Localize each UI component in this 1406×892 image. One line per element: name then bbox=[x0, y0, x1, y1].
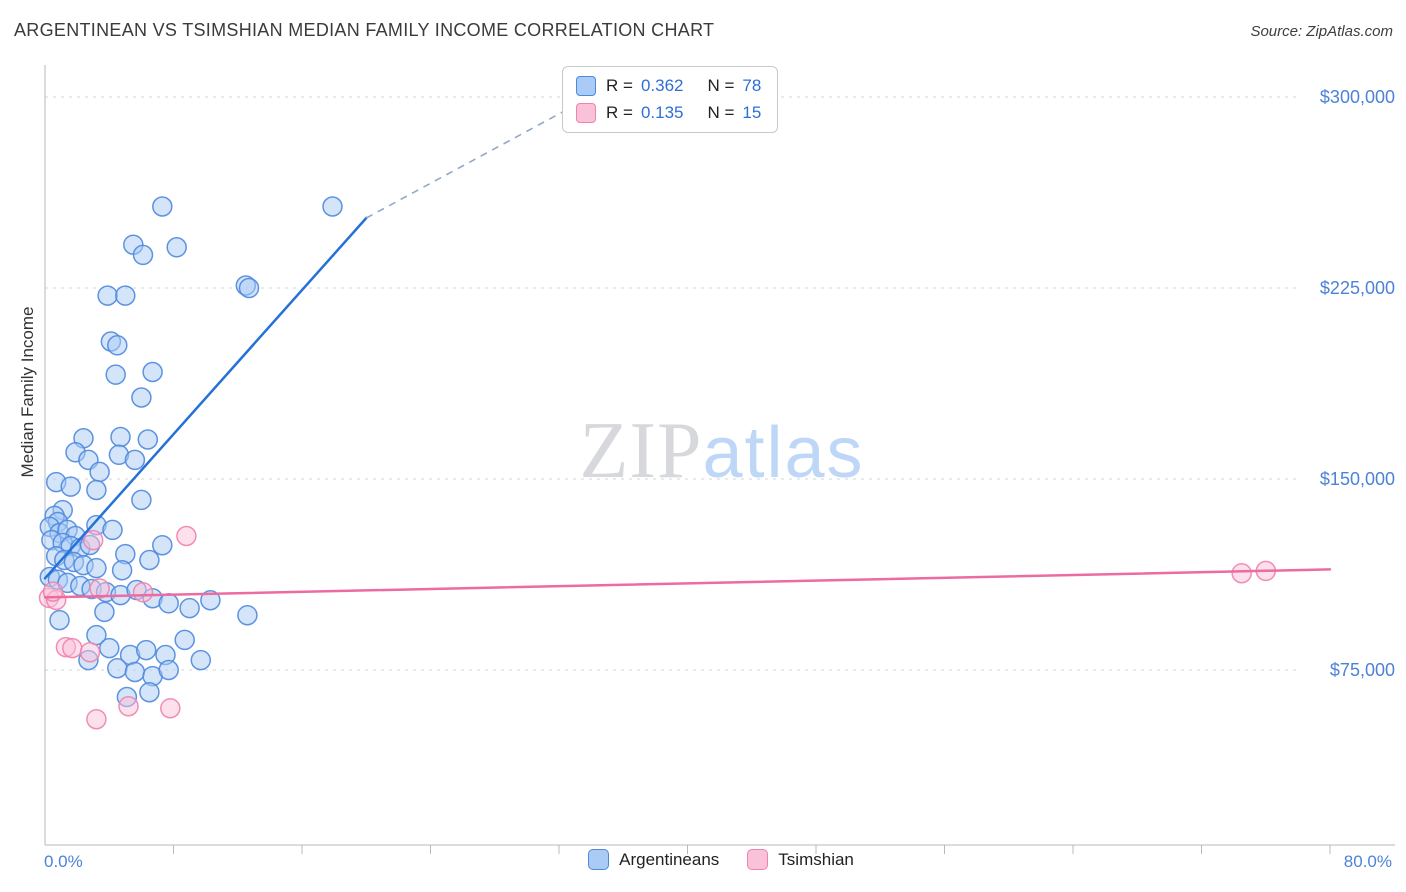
legend-label-tsimshian: Tsimshian bbox=[778, 849, 854, 869]
tsimshian-swatch bbox=[576, 103, 596, 123]
data-point-argentineans bbox=[152, 196, 173, 217]
y-tick-label-75k: $75,000 bbox=[1329, 660, 1395, 680]
r-label: R = bbox=[606, 76, 633, 95]
bottom-swatch-argentineans bbox=[588, 849, 610, 870]
legend-item-tsimshian: Tsimshian bbox=[747, 849, 854, 870]
n-label: N = bbox=[707, 103, 735, 122]
data-point-argentineans bbox=[60, 476, 81, 497]
trend-line-tsimshian bbox=[43, 568, 1332, 599]
trend-line-argentineans bbox=[43, 216, 368, 580]
data-point-argentineans bbox=[124, 661, 146, 683]
data-point-argentineans bbox=[49, 609, 70, 631]
data-point-argentineans bbox=[174, 629, 195, 651]
data-point-argentineans bbox=[139, 549, 160, 571]
data-point-argentineans bbox=[131, 489, 152, 511]
argentinean-swatch bbox=[576, 76, 596, 96]
data-point-tsimshian bbox=[86, 708, 107, 730]
data-point-argentineans bbox=[135, 639, 157, 661]
data-point-argentineans bbox=[107, 335, 128, 356]
data-point-tsimshian bbox=[89, 578, 110, 599]
page-title: ARGENTINEAN VS TSIMSHIAN MEDIAN FAMILY I… bbox=[14, 20, 715, 40]
data-point-argentineans bbox=[166, 237, 187, 258]
trend-extension-dashed bbox=[365, 97, 589, 219]
data-point-argentineans bbox=[94, 601, 115, 623]
data-point-argentineans bbox=[107, 657, 128, 679]
y-axis-title: Median Family Income bbox=[18, 306, 37, 478]
data-point-argentineans bbox=[132, 244, 154, 266]
data-point-tsimshian bbox=[82, 529, 104, 551]
legend-item-argentineans: Argentineans bbox=[588, 849, 719, 870]
legend-row-tsimshian: R = 0.135 N = 15 bbox=[576, 103, 761, 123]
data-point-argentineans bbox=[115, 285, 136, 306]
data-point-tsimshian bbox=[176, 525, 197, 547]
data-point-argentineans bbox=[86, 479, 107, 501]
bottom-swatch-tsimshian bbox=[747, 849, 769, 870]
data-point-argentineans bbox=[124, 449, 146, 471]
n-value: 78 bbox=[742, 76, 762, 95]
data-point-tsimshian bbox=[1231, 562, 1252, 584]
data-point-argentineans bbox=[111, 559, 133, 581]
data-point-argentineans bbox=[142, 361, 163, 383]
data-point-argentineans bbox=[190, 649, 212, 671]
y-tick-label-225k: $225,000 bbox=[1319, 278, 1395, 298]
data-point-argentineans bbox=[237, 604, 258, 626]
legend-row-argentineans: R = 0.362 N = 78 bbox=[576, 76, 761, 96]
data-point-argentineans bbox=[322, 196, 343, 217]
data-point-tsimshian bbox=[160, 697, 181, 719]
data-point-argentineans bbox=[158, 659, 179, 681]
legend-label-argentineans: Argentineans bbox=[619, 849, 720, 869]
data-point-tsimshian bbox=[79, 641, 101, 663]
data-point-argentineans bbox=[137, 429, 159, 450]
x-axis-min-label: 0.0% bbox=[44, 852, 83, 871]
source-credit: Source: ZipAtlas.com bbox=[1250, 23, 1393, 40]
correlation-legend: R = 0.362 N = 78 R = 0.135 N = 15 bbox=[562, 66, 779, 133]
data-point-argentineans bbox=[102, 519, 123, 541]
data-point-tsimshian bbox=[118, 695, 139, 717]
data-point-argentineans bbox=[131, 387, 152, 408]
n-value: 15 bbox=[742, 103, 762, 122]
data-point-tsimshian bbox=[62, 637, 83, 659]
data-point-argentineans bbox=[238, 277, 260, 299]
data-point-argentineans bbox=[200, 589, 221, 611]
series-legend: Argentineans Tsimshian bbox=[0, 849, 1406, 870]
r-label: R = bbox=[606, 103, 633, 122]
data-point-argentineans bbox=[89, 461, 110, 483]
y-tick-label-150k: $150,000 bbox=[1319, 469, 1395, 489]
data-point-argentineans bbox=[97, 285, 118, 306]
r-value: 0.362 bbox=[640, 76, 684, 95]
data-point-argentineans bbox=[86, 557, 107, 579]
data-point-argentineans bbox=[105, 364, 126, 385]
data-point-argentineans bbox=[179, 597, 200, 619]
data-point-tsimshian bbox=[132, 582, 154, 603]
data-point-argentineans bbox=[158, 593, 179, 614]
y-tick-label-300k: $300,000 bbox=[1319, 87, 1395, 107]
x-axis-max-label: 80.0% bbox=[1343, 852, 1392, 871]
data-point-argentineans bbox=[152, 534, 173, 556]
data-point-argentineans bbox=[110, 426, 131, 448]
data-point-argentineans bbox=[99, 637, 120, 659]
data-point-argentineans bbox=[139, 681, 160, 703]
r-value: 0.135 bbox=[640, 103, 684, 122]
n-label: N = bbox=[707, 76, 735, 95]
